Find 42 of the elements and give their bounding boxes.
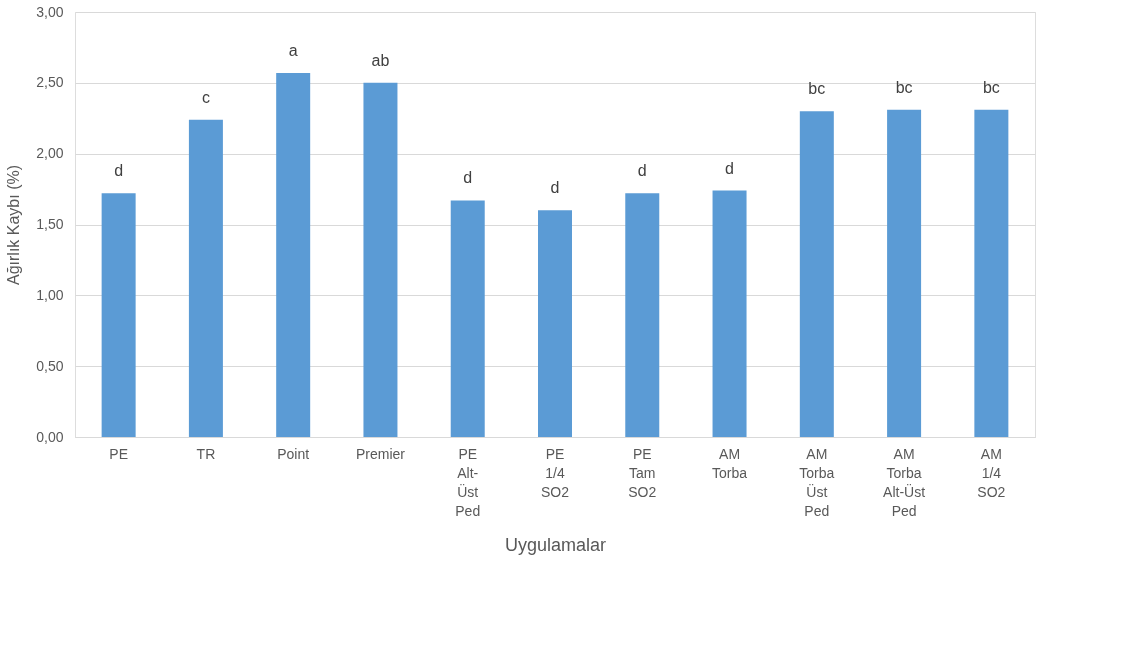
annotation: d [550,179,560,197]
x-tick-label: AM Torba [712,445,748,481]
x-tick-label: Point [277,445,310,462]
x-tick-label: PE Alt- Üst Ped [455,445,481,519]
x-tick-label: PE Tam SO2 [628,445,657,500]
annotation: d [463,169,473,187]
y-tick-label: 0,50 [36,357,64,374]
bar [712,190,747,437]
x-tick-label: PE [109,445,128,462]
x-tick-label: Premier [355,445,406,462]
x-tick-label: AM Torba Üst Ped [799,445,835,519]
bar [101,193,136,437]
y-tick-label: 0,00 [36,428,64,445]
annotation: bc [982,78,1000,96]
x-tick-label: PE 1/4 SO2 [540,445,570,500]
annotation: d [637,162,647,180]
y-tick-label: 2,00 [36,145,64,162]
x-axis-title: Uygulamalar [504,534,607,555]
bar [188,119,223,437]
bar [887,109,922,437]
bar [974,109,1009,437]
x-tick-label: AM 1/4 SO2 [977,445,1006,500]
y-tick-label: 2,50 [36,74,64,91]
annotation: d [725,159,734,177]
y-axis-title: Ağırlık Kaybı (%) [5,164,23,286]
bar [625,193,660,437]
y-tick-label: 3,00 [36,3,64,20]
bar [450,200,485,437]
x-tick-label: AM Torba Alt-Üst Ped [883,445,926,519]
bar [363,82,398,437]
annotation: a [288,41,298,59]
y-tick-label: 1,00 [36,286,64,303]
bar [276,72,311,437]
annotation: ab [371,51,390,69]
annotation: bc [808,80,826,98]
annotation: bc [895,78,913,96]
x-tick-label: TR [196,445,216,462]
annotation: c [201,88,210,106]
y-tick-label: 1,50 [36,216,64,232]
bar [538,210,572,437]
annotation: d [114,162,124,180]
bar [799,111,834,437]
